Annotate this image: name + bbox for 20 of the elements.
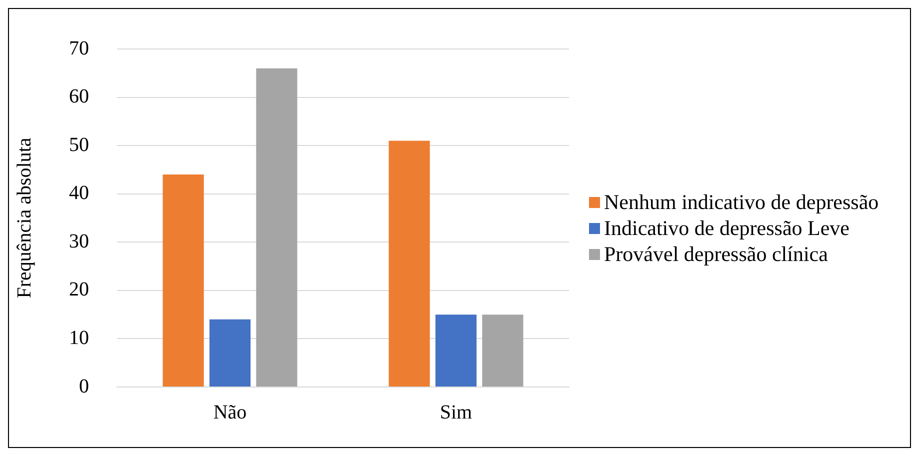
y-tick-label: 30 [69, 230, 89, 252]
legend-label: Provável depressão clínica [604, 241, 828, 267]
y-tick-label: 60 [69, 86, 89, 108]
y-axis-title: Frequência absoluta [13, 138, 36, 298]
bar [482, 314, 524, 386]
y-tick-label: 70 [69, 37, 89, 60]
y-tick-label: 40 [69, 182, 89, 204]
x-tick-label: Sim [440, 401, 473, 424]
legend-label: Nenhum indicativo de depressão [604, 189, 879, 215]
bar [256, 68, 298, 386]
x-tick-label: Não [213, 401, 247, 424]
bar [209, 319, 251, 386]
y-tick-label: 20 [69, 278, 89, 301]
legend-label: Indicativo de depressão Leve [604, 215, 850, 241]
bar [162, 174, 204, 386]
y-tick-label: 10 [69, 326, 89, 349]
bar [388, 140, 430, 386]
y-tick-label: 50 [69, 134, 89, 156]
y-tick-label: 0 [79, 375, 89, 398]
bar [435, 314, 477, 386]
